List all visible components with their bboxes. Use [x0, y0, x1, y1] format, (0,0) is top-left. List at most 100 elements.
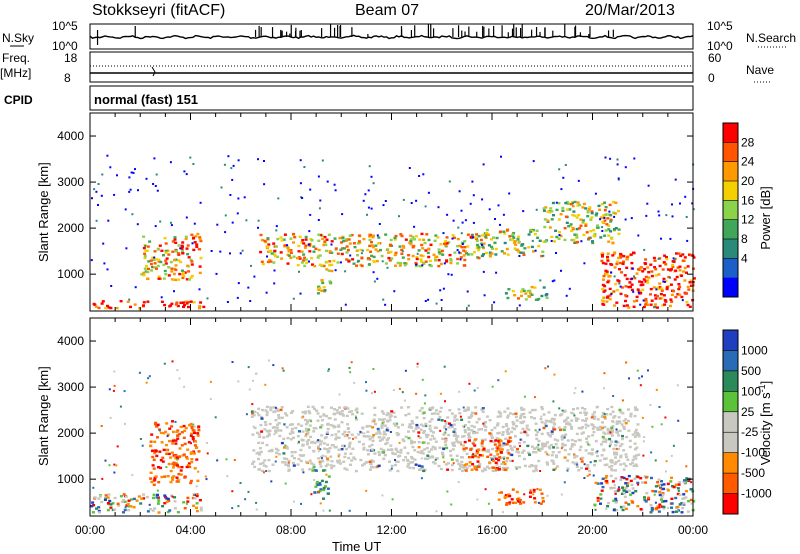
echo-cell	[455, 454, 459, 457]
echo-cell	[639, 283, 643, 287]
echo-cell	[257, 413, 261, 417]
echo-cell	[304, 410, 308, 413]
echo-cell	[670, 300, 674, 303]
echo-cell	[372, 255, 376, 259]
echo-cell	[613, 451, 617, 455]
scatter-cell	[437, 206, 440, 209]
echo-cell	[167, 266, 171, 269]
echo-cell	[355, 264, 359, 267]
echo-cell	[612, 416, 616, 419]
scatter-cell	[95, 190, 98, 193]
echo-cell	[660, 287, 664, 290]
echo-cell	[487, 244, 491, 247]
scatter-cell	[452, 462, 455, 465]
echo-cell	[548, 447, 552, 450]
echo-cell	[285, 426, 289, 429]
echo-cell	[350, 459, 354, 462]
echo-cell	[362, 443, 365, 446]
echo-cell	[279, 429, 283, 432]
echo-cell	[486, 455, 490, 458]
echo-cell	[174, 241, 178, 244]
echo-cell	[629, 253, 633, 256]
echo-cell	[266, 237, 270, 240]
freq-tick-bottom: 8	[64, 71, 71, 85]
echo-cell	[669, 480, 673, 483]
echo-cell	[494, 468, 498, 471]
echo-cell	[178, 272, 182, 276]
echo-cell	[601, 411, 605, 415]
echo-cell	[537, 439, 541, 443]
echo-cell	[438, 446, 442, 449]
scatter-cell	[106, 268, 109, 271]
scatter-cell	[128, 298, 131, 301]
echo-cell	[199, 301, 203, 304]
echo-cell	[393, 236, 397, 240]
echo-cell	[495, 437, 499, 440]
echo-cell	[342, 460, 346, 463]
echo-cell	[195, 506, 198, 509]
scatter-cell	[252, 379, 254, 382]
scatter-cell	[435, 510, 438, 513]
echo-cell	[175, 476, 179, 479]
echo-cell	[301, 430, 305, 433]
echo-cell	[527, 233, 531, 236]
velocity-ylabel: Slant Range [km]	[36, 366, 51, 466]
scatter-cell	[309, 188, 312, 191]
echo-cell	[445, 446, 449, 450]
echo-cell	[169, 469, 173, 473]
echo-cell	[467, 433, 470, 436]
scatter-cell	[442, 287, 445, 290]
echo-cell	[662, 277, 666, 281]
echo-cell	[606, 252, 610, 255]
echo-cell	[157, 277, 161, 280]
scatter-cell	[348, 366, 351, 369]
echo-cell	[593, 503, 597, 506]
echo-cell	[185, 278, 189, 281]
echo-cell	[189, 481, 193, 485]
scatter-cell	[371, 392, 373, 395]
echo-cell	[174, 278, 177, 282]
echo-cell	[549, 435, 552, 438]
echo-cell	[100, 500, 104, 504]
scatter-cell	[273, 269, 276, 272]
echo-cell	[630, 283, 634, 286]
echo-cell	[362, 462, 366, 466]
echo-cell	[275, 245, 278, 248]
beam-title: Beam 07	[355, 2, 420, 19]
scatter-cell	[497, 204, 500, 207]
echo-cell	[272, 242, 276, 245]
echo-cell	[592, 417, 596, 420]
echo-cell	[663, 303, 667, 306]
echo-cell	[416, 450, 420, 454]
echo-cell	[385, 438, 389, 442]
scatter-cell	[519, 445, 521, 447]
echo-cell	[492, 236, 496, 239]
echo-cell	[164, 249, 168, 253]
echo-cell	[485, 450, 489, 453]
echo-cell	[509, 447, 513, 450]
echo-cell	[308, 424, 312, 427]
echo-cell	[334, 438, 338, 441]
echo-cell	[189, 422, 193, 426]
echo-cell	[261, 408, 265, 412]
echo-cell	[532, 469, 536, 473]
scatter-cell	[185, 173, 188, 176]
echo-cell	[644, 258, 648, 261]
echo-cell	[566, 421, 570, 424]
scatter-cell	[153, 157, 156, 160]
echo-cell	[429, 243, 433, 246]
echo-cell	[508, 501, 512, 504]
echo-cell	[320, 264, 324, 267]
scatter-cell	[166, 435, 169, 438]
echo-cell	[153, 423, 157, 426]
colorbar-tick-label: 24	[741, 155, 755, 169]
echo-cell	[160, 300, 164, 303]
scatter-cell	[618, 282, 621, 285]
scatter-cell	[427, 191, 430, 194]
echo-cell	[281, 461, 285, 464]
echo-cell	[190, 233, 194, 236]
echo-cell	[368, 460, 372, 463]
echo-cell	[431, 406, 435, 409]
echo-cell	[629, 415, 633, 418]
echo-cell	[565, 208, 569, 211]
